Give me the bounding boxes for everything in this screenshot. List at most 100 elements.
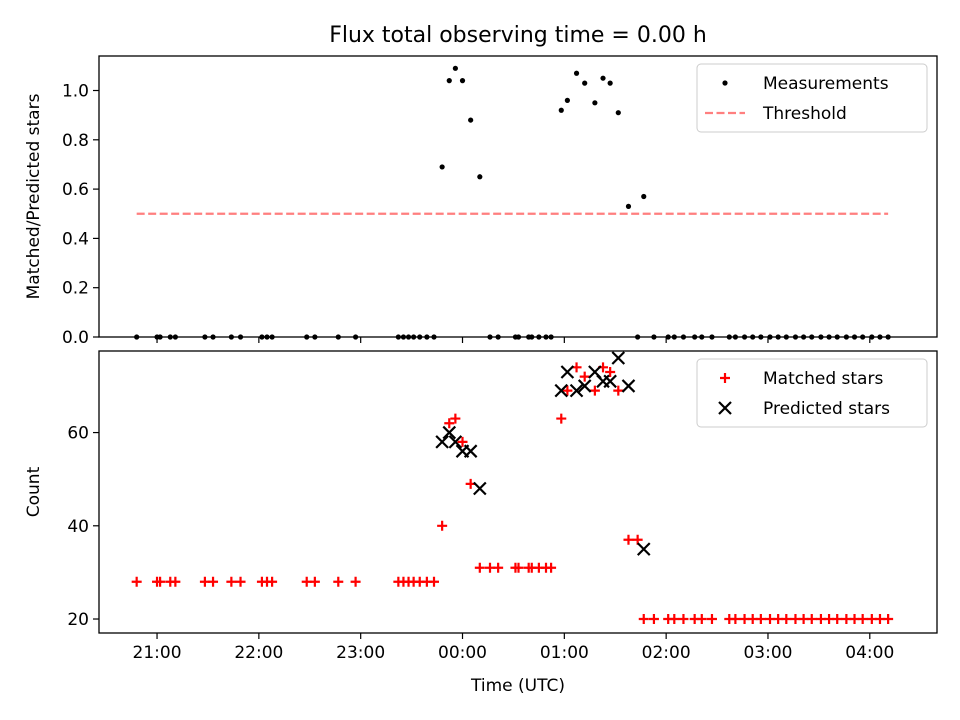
matched-star-point (832, 614, 843, 625)
bottom-axes: 20 40 60 21:00 22:00 23:00 00:00 01:00 02:00 03:0… (24, 350, 938, 696)
matched-star-point (513, 562, 524, 573)
matched-star-point (623, 534, 634, 545)
top-axes: 0.0 0.2 0.4 0.6 0.8 1.0 Matched/Predicted star… (24, 55, 938, 348)
axes-frame (98, 350, 938, 634)
measurement-point (477, 174, 483, 180)
measurement-point (600, 75, 606, 81)
matched-star-point (648, 614, 659, 625)
matched-star-point (235, 576, 246, 587)
predicted-star-point (560, 365, 575, 379)
measurement-point (468, 117, 474, 123)
matched-star-point (474, 562, 485, 573)
measurement-point (564, 97, 570, 103)
predicted-star-point (569, 383, 584, 398)
y-tick-label: 60 (67, 424, 89, 444)
legend-box (696, 358, 928, 428)
y-tick-label: 0.2 (62, 279, 89, 299)
predicted-star-point (442, 425, 457, 440)
x-tick-label: 22:00 (234, 643, 283, 663)
legend-marker (718, 401, 732, 415)
measurement-point (558, 107, 564, 113)
matched-star-point (437, 520, 448, 531)
matched-star-point (208, 576, 219, 587)
axes-frame (98, 55, 938, 338)
predicted-star-point (603, 374, 617, 389)
matched-star-point (562, 385, 573, 396)
predicted-star-point (611, 351, 626, 365)
x-tick-label: 00:00 (438, 643, 487, 663)
legend-marker (722, 80, 728, 86)
legend-label: Threshold (762, 104, 847, 124)
matched-star-point (457, 436, 468, 447)
matched-star-point (632, 534, 643, 545)
matched-star-point (428, 576, 439, 587)
y-tick-label: 0.0 (62, 328, 89, 348)
measurement-point (592, 100, 598, 106)
matched-star-point (267, 576, 278, 587)
matched-star-point (546, 562, 557, 573)
x-axis-label: Time (UTC) (470, 676, 565, 696)
matched-star-point (131, 576, 142, 587)
measurement-point (615, 110, 621, 116)
x-tick-label: 04:00 (845, 643, 894, 663)
matched-star-point (806, 614, 817, 625)
matched-star-point (883, 614, 894, 625)
matched-star-point (730, 614, 741, 625)
matched-star-point (155, 576, 166, 587)
measurement-point (459, 78, 466, 84)
measurement-point (439, 164, 445, 170)
matched-star-point (638, 614, 649, 625)
matched-star-point (755, 614, 766, 625)
legend-label: Predicted stars (763, 399, 890, 419)
measurement-point (641, 193, 647, 200)
matched-star-point (706, 614, 717, 625)
matched-star-point (493, 562, 504, 573)
predicted-star-point (554, 383, 569, 398)
predicted-star-point (435, 435, 449, 449)
matched-star-point (444, 418, 455, 429)
predicted-star-point (621, 379, 636, 393)
matched-star-point (613, 385, 624, 396)
measurement-point (573, 70, 580, 76)
matched-star-point (170, 576, 181, 587)
predicted-star-point (448, 435, 463, 449)
x-tick-label: 03:00 (743, 643, 792, 663)
legend: Measurements Threshold (696, 63, 928, 133)
measurement-point (607, 80, 613, 86)
legend: Matched stars Predicted stars (696, 358, 928, 428)
matched-star-point (589, 385, 600, 396)
y-tick-label: 0.4 (62, 229, 89, 249)
matched-star-point (556, 413, 567, 424)
x-tick-label: 01:00 (540, 643, 589, 663)
y-tick-label: 1.0 (62, 82, 89, 102)
measurement-point (446, 78, 452, 84)
legend-box (696, 63, 928, 133)
matched-star-point (781, 614, 792, 625)
x-tick-label: 23:00 (336, 643, 385, 663)
predicted-star-point (577, 379, 592, 393)
matched-star-point (333, 576, 344, 587)
matched-star-point (696, 614, 707, 625)
predicted-star-point (636, 542, 651, 556)
matched-star-point (669, 614, 680, 625)
matched-star-point (579, 371, 590, 382)
legend-label: Measurements (763, 74, 889, 94)
y-tick-label: 40 (67, 517, 89, 537)
x-tick-label: 02:00 (642, 643, 691, 663)
matched-star-point (450, 413, 461, 424)
matched-star-point (857, 614, 868, 625)
y-tick-label: 0.8 (62, 131, 89, 151)
matched-star-point (350, 576, 361, 587)
predicted-star-point (463, 444, 478, 458)
y-tick-label: 20 (67, 610, 89, 630)
y-axis-label: Matched/Predicted stars (24, 93, 44, 299)
measurement-point (452, 65, 458, 71)
measurement-point (582, 80, 588, 86)
matched-star-point (309, 576, 320, 587)
legend-marker (720, 373, 730, 383)
matched-star-point (226, 576, 237, 587)
legend-label: Matched stars (763, 369, 883, 389)
y-tick-label: 0.6 (62, 180, 89, 200)
x-tick-label: 21:00 (133, 643, 182, 663)
